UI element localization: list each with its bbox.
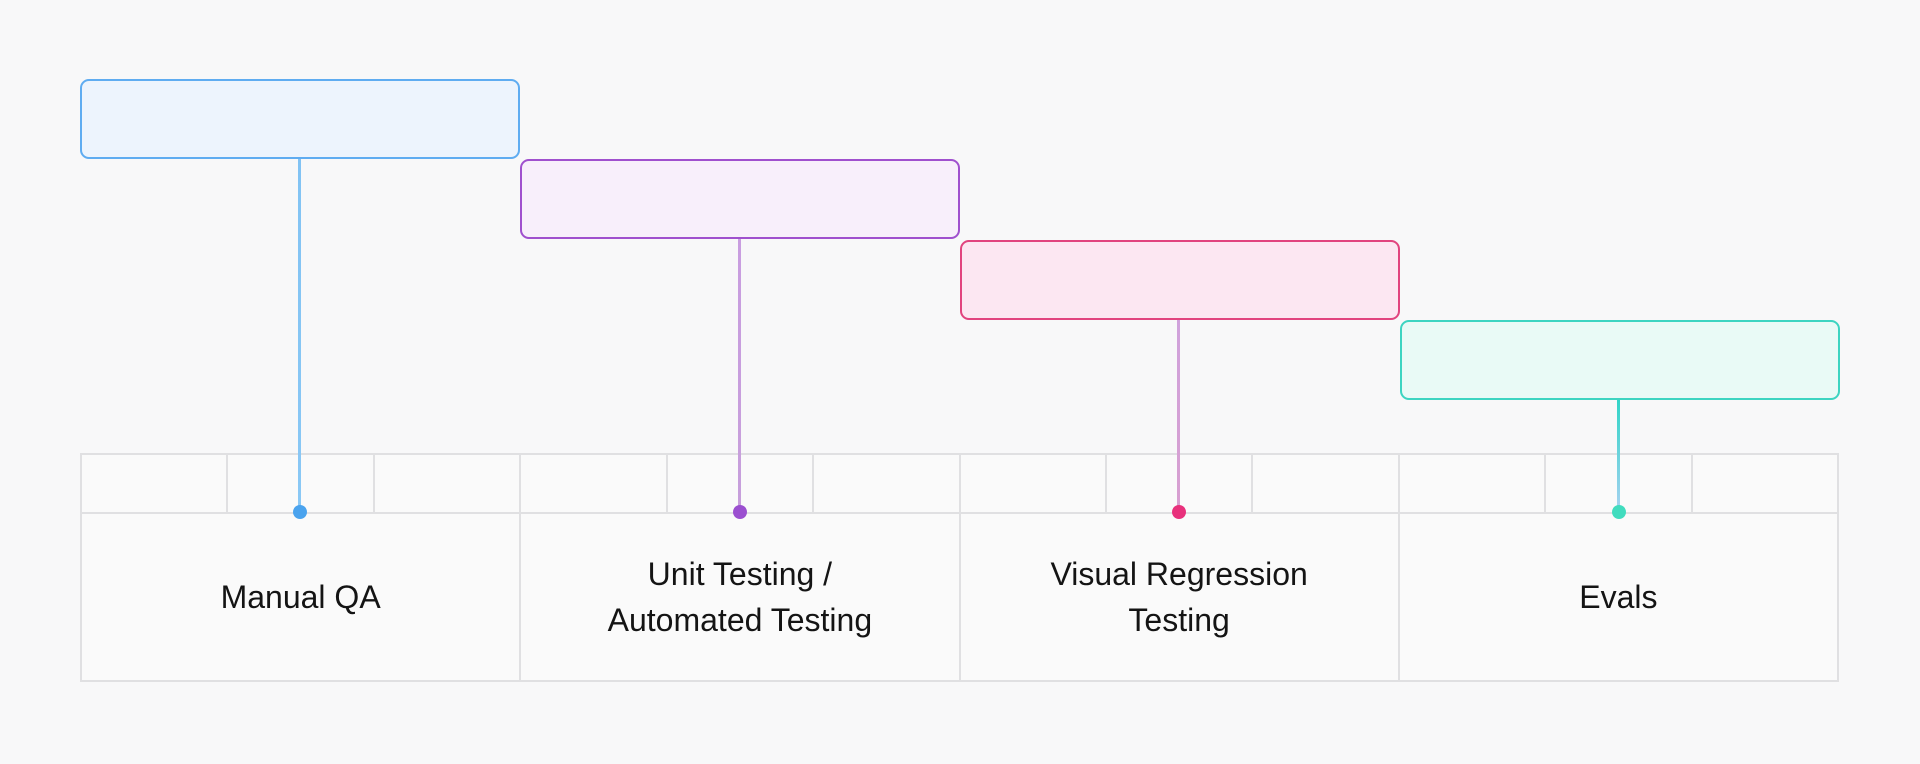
timeline-label-row: Manual QA Unit Testing / Automated Testing…: [82, 514, 1837, 680]
stage-label-cell: Visual Regression Testing: [961, 514, 1400, 680]
stage-box: [520, 159, 960, 239]
ruler-tick-cell: [1253, 455, 1400, 512]
stage-box: [1400, 320, 1840, 400]
ruler-tick-cell: [1546, 455, 1693, 512]
timeline-dot: [733, 505, 747, 519]
stage-label-line: Unit Testing /: [647, 556, 833, 592]
stage-connector-line: [298, 157, 301, 512]
stage-label-line: Evals: [1579, 579, 1658, 615]
ruler-tick-cell: [1400, 455, 1547, 512]
ruler-tick-cell: [228, 455, 375, 512]
ruler-tick-cell: [521, 455, 668, 512]
stage-connector-line: [1617, 398, 1620, 512]
stage-box: [80, 79, 520, 159]
timeline-dot: [1612, 505, 1626, 519]
stage-label-cell: Manual QA: [82, 514, 522, 680]
timeline-dot: [1172, 505, 1186, 519]
stage-label-line: Automated Testing: [607, 602, 873, 638]
stage-label-line: Visual Regression: [1050, 556, 1308, 592]
stage-label-line: Testing: [1128, 602, 1230, 638]
stage-label-cell: Unit Testing / Automated Testing: [521, 514, 961, 680]
ruler-tick-cell: [814, 455, 961, 512]
ruler-tick-cell: [82, 455, 229, 512]
stage-label-cell: Evals: [1400, 514, 1837, 680]
stage-label-line: Manual QA: [220, 579, 381, 615]
stage-connector-line: [1177, 318, 1180, 512]
ruler-tick-cell: [375, 455, 522, 512]
ruler-tick-cell: [668, 455, 815, 512]
ruler-tick-cell: [1107, 455, 1254, 512]
timeline-ruler-row: [82, 455, 1837, 514]
timeline-table: Manual QA Unit Testing / Automated Testing…: [80, 453, 1839, 682]
stage-box: [960, 240, 1400, 320]
ruler-tick-cell: [1693, 455, 1837, 512]
ruler-tick-cell: [961, 455, 1107, 512]
timeline-dot: [293, 505, 307, 519]
stage-connector-line: [738, 237, 741, 512]
